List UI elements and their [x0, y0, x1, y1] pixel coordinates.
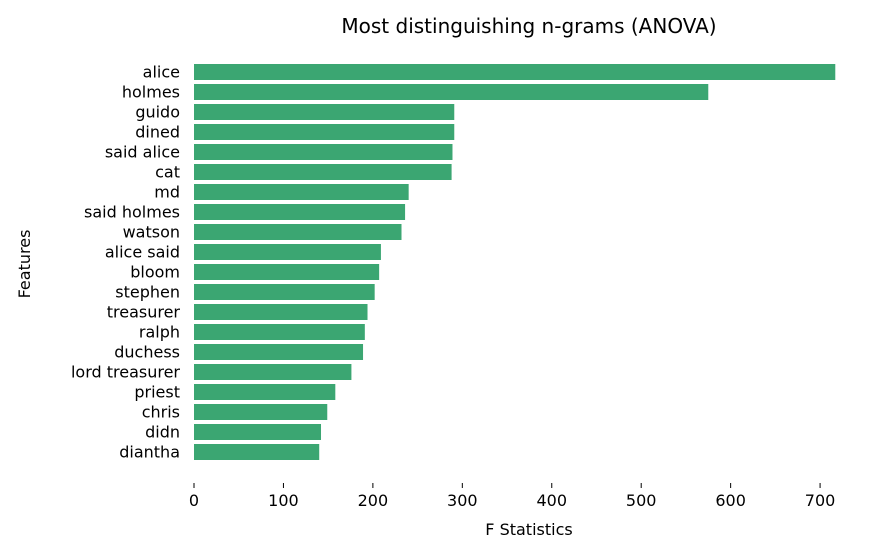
y-tick-label: md	[154, 183, 180, 202]
y-tick-label: bloom	[130, 263, 180, 282]
x-tick-label: 200	[358, 491, 389, 510]
bar-alice	[194, 64, 836, 80]
y-tick-label: cat	[155, 163, 180, 182]
y-axis-label: Features	[15, 230, 34, 299]
bars-group	[194, 64, 836, 460]
bar-treasurer	[194, 304, 368, 320]
y-tick-label: guido	[135, 103, 180, 122]
y-tick-label: said holmes	[84, 203, 180, 222]
chart-title: Most distinguishing n-grams (ANOVA)	[341, 14, 716, 38]
bar-md	[194, 184, 409, 200]
y-tick-label: duchess	[114, 343, 180, 362]
bar-holmes	[194, 84, 709, 100]
bar-stephen	[194, 284, 375, 300]
bar-ralph	[194, 324, 365, 340]
y-tick-label: holmes	[122, 83, 180, 102]
bar-duchess	[194, 344, 364, 360]
bar-bloom	[194, 264, 380, 280]
bar-didn	[194, 424, 322, 440]
x-tick-label: 500	[626, 491, 657, 510]
bar-diantha	[194, 444, 320, 460]
y-tick-label: lord treasurer	[71, 363, 180, 382]
y-tick-label: didn	[145, 423, 180, 442]
y-tick-label: diantha	[119, 443, 180, 462]
y-tick-label: treasurer	[107, 303, 181, 322]
bar-watson	[194, 224, 402, 240]
bar-cat	[194, 164, 452, 180]
bar-guido	[194, 104, 455, 120]
y-tick-label: chris	[142, 403, 180, 422]
x-tick-label: 100	[268, 491, 299, 510]
x-tick-label: 0	[189, 491, 199, 510]
bar-priest	[194, 384, 336, 400]
y-tick-label: alice said	[105, 243, 180, 262]
bar-lord-treasurer	[194, 364, 352, 380]
bar-said-holmes	[194, 204, 406, 220]
y-tick-label: priest	[134, 383, 180, 402]
bar-said-alice	[194, 144, 453, 160]
bar-alice-said	[194, 244, 381, 260]
y-tick-label: dined	[135, 123, 180, 142]
y-tick-label: stephen	[115, 283, 180, 302]
y-tick-label: said alice	[105, 143, 180, 162]
x-tick-label: 600	[715, 491, 746, 510]
x-ticks: 0 100 200 300 400 500 600 700	[189, 483, 835, 510]
x-tick-label: 700	[805, 491, 836, 510]
x-axis-label: F Statistics	[485, 520, 572, 539]
bar-dined	[194, 124, 455, 140]
y-tick-label: alice	[143, 63, 180, 82]
x-tick-label: 300	[447, 491, 478, 510]
bar-chris	[194, 404, 328, 420]
y-tick-label: ralph	[139, 323, 180, 342]
x-tick-label: 400	[536, 491, 567, 510]
y-tick-label: watson	[123, 223, 180, 242]
